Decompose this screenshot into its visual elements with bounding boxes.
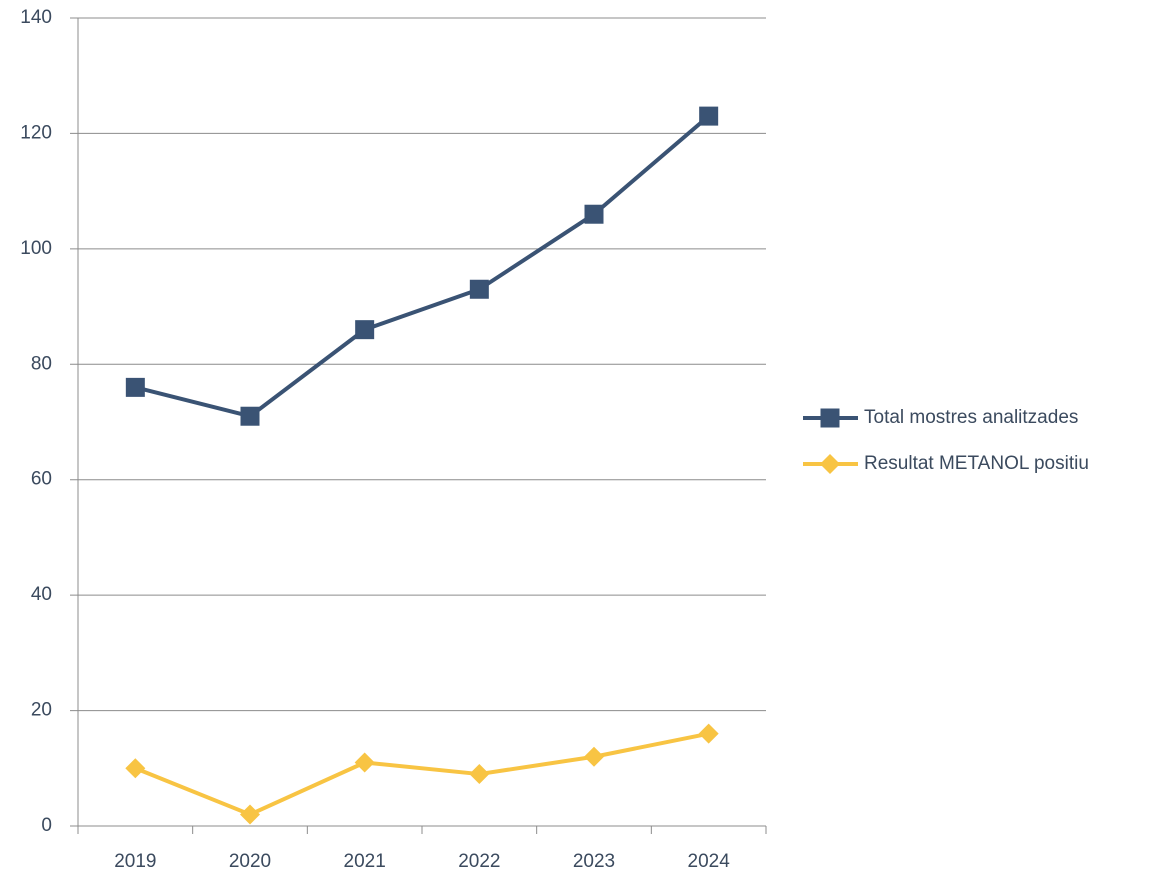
data-point [699,106,719,126]
y-tick-label: 20 [31,700,52,721]
x-tick-label: 2024 [688,851,731,872]
legend-marker [820,454,840,474]
legend-marker [820,408,840,428]
y-tick-label: 120 [20,122,52,143]
data-point [240,406,260,426]
y-tick-label: 40 [31,584,52,605]
y-tick-label: 100 [20,238,52,259]
data-point [240,804,260,825]
legend-label: Total mostres analitzades [864,407,1078,428]
y-tick-label: 0 [41,815,52,836]
data-point [125,377,145,397]
data-point [584,746,604,767]
x-tick-label: 2023 [573,851,615,872]
y-tick-label: 60 [31,469,52,490]
data-point [125,758,146,779]
x-tick-label: 2019 [114,851,156,872]
y-tick-label: 140 [20,7,52,28]
legend-label: Resultat METANOL positiu [864,453,1089,474]
series-line [134,731,710,817]
series-line [134,114,710,419]
data-point [698,723,719,744]
y-tick-label: 80 [31,353,52,374]
data-point [354,752,375,773]
data-point [469,764,490,785]
x-tick-label: 2021 [344,851,386,872]
data-point [584,204,604,224]
data-point [355,320,375,340]
x-tick-label: 2022 [458,851,500,872]
x-tick-label: 2020 [229,851,271,872]
data-point [469,279,489,299]
